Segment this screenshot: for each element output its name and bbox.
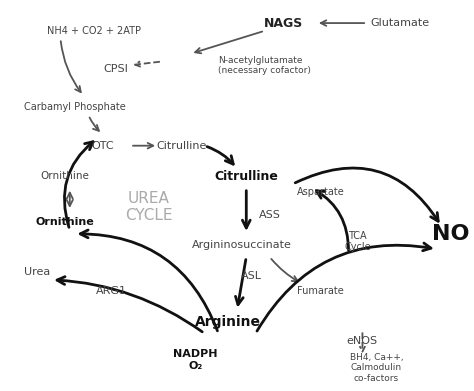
Text: Ornithine: Ornithine	[36, 217, 94, 227]
Text: Glutamate: Glutamate	[370, 18, 429, 28]
Text: Aspartate: Aspartate	[297, 187, 345, 197]
Text: NADPH
O₂: NADPH O₂	[173, 350, 218, 371]
FancyArrowPatch shape	[242, 190, 250, 228]
Text: NO: NO	[432, 224, 469, 244]
FancyArrowPatch shape	[133, 143, 153, 149]
Text: Argininosuccinate: Argininosuccinate	[191, 240, 292, 250]
Text: Ornithine: Ornithine	[41, 171, 90, 181]
Text: ASS: ASS	[259, 210, 281, 220]
Text: NH4 + CO2 + 2ATP: NH4 + CO2 + 2ATP	[46, 26, 141, 36]
FancyArrowPatch shape	[360, 332, 365, 352]
Text: ASL: ASL	[240, 271, 262, 281]
Text: Fumarate: Fumarate	[297, 286, 344, 296]
FancyArrowPatch shape	[271, 259, 298, 281]
FancyArrowPatch shape	[57, 277, 202, 332]
FancyArrowPatch shape	[207, 147, 233, 164]
Text: NAGS: NAGS	[264, 16, 303, 30]
Text: BH4, Ca++,
Calmodulin
co-factors: BH4, Ca++, Calmodulin co-factors	[349, 353, 403, 383]
Text: eNOS: eNOS	[347, 336, 378, 346]
FancyArrowPatch shape	[90, 118, 99, 131]
FancyArrowPatch shape	[316, 191, 348, 250]
FancyArrowPatch shape	[257, 243, 431, 331]
FancyArrowPatch shape	[295, 168, 438, 221]
FancyArrowPatch shape	[195, 32, 262, 53]
Text: N-acetylglutamate
(necessary cofactor): N-acetylglutamate (necessary cofactor)	[219, 56, 311, 75]
FancyArrowPatch shape	[64, 142, 93, 227]
Text: UREA
CYCLE: UREA CYCLE	[125, 191, 173, 223]
Text: Citrulline: Citrulline	[156, 141, 207, 151]
FancyArrowPatch shape	[61, 41, 81, 92]
FancyArrowPatch shape	[236, 260, 246, 305]
Text: Arginine: Arginine	[195, 315, 261, 329]
Text: ARG1: ARG1	[96, 286, 127, 296]
Text: CPSI: CPSI	[104, 64, 128, 74]
FancyArrowPatch shape	[321, 20, 365, 26]
FancyArrowPatch shape	[135, 61, 160, 67]
FancyArrowPatch shape	[80, 230, 218, 331]
Text: Carbamyl Phosphate: Carbamyl Phosphate	[24, 102, 125, 112]
Text: OTC: OTC	[91, 141, 114, 151]
Text: Citrulline: Citrulline	[214, 170, 278, 183]
Text: TCA
Cycle: TCA Cycle	[345, 231, 371, 252]
FancyArrowPatch shape	[67, 193, 73, 206]
Text: Urea: Urea	[24, 267, 50, 277]
